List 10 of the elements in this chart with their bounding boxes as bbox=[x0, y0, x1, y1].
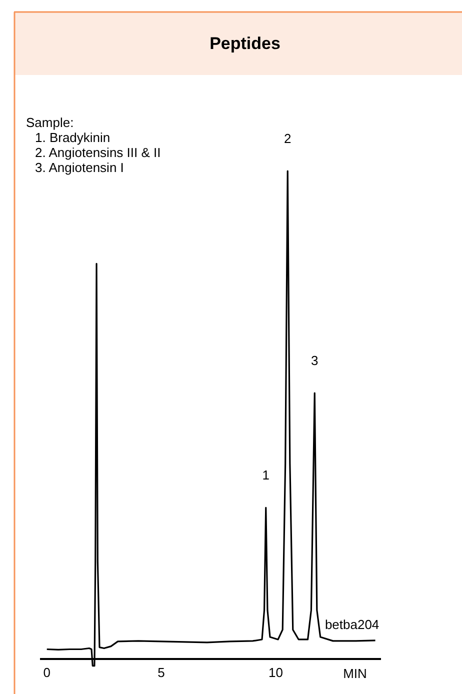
x-tick-label: 0 bbox=[43, 665, 50, 680]
x-tick-label: 5 bbox=[158, 665, 165, 680]
x-axis-title: MIN bbox=[343, 666, 367, 681]
annotation: 2 bbox=[284, 131, 292, 146]
annotation: 3 bbox=[311, 353, 318, 368]
annotation: betba204 bbox=[324, 616, 380, 632]
annotation: Sample: 1. Bradykinin 2. Angiotensins III & II 3. Angiotensin I bbox=[26, 115, 161, 175]
chart-title: Peptides bbox=[210, 34, 280, 53]
x-tick-label: 10 bbox=[268, 665, 283, 680]
annotation: 1 bbox=[262, 468, 270, 483]
